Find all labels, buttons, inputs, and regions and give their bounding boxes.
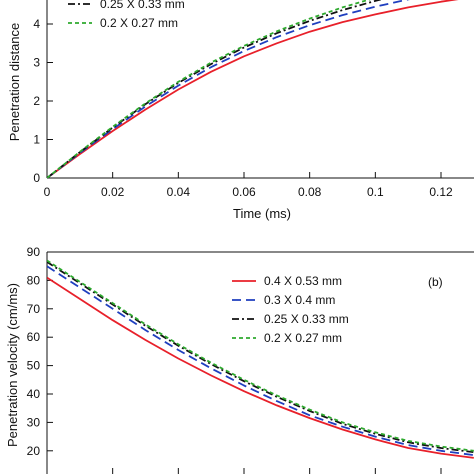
panel-b-y-tick-label: 90 <box>27 245 41 259</box>
panel-b-legend-label: 0.3 X 0.4 mm <box>264 293 335 307</box>
panel-b-plot-area <box>46 251 474 474</box>
panel-a-y-tick-label: 4 <box>33 17 40 31</box>
panel-b-legend-label: 0.2 X 0.27 mm <box>264 331 342 345</box>
panel-b-y-tick-label: 20 <box>27 444 41 458</box>
panel-a-y-tick-label: 2 <box>33 94 40 108</box>
panel-a-series <box>47 0 459 178</box>
panel-b-legend-label: 0.4 X 0.53 mm <box>264 274 342 288</box>
panel-a-penetration-distance: 0 0.02 0.04 0.06 0.08 0.1 0.12 0 1 2 3 4 Time (ms)… <box>7 0 474 221</box>
panel-b-y-tick-label: 60 <box>27 330 41 344</box>
panel-a-x-tick-label: 0.12 <box>429 185 453 199</box>
panel-b-y-axis-label: Penetration velocity (cm/ms) <box>5 283 20 447</box>
panel-b-penetration-velocity: 20 30 40 50 60 70 80 90 Penetration velocity (c… <box>5 245 474 474</box>
panel-a-plot-area <box>46 0 474 179</box>
panel-a-y-ticks: 0 1 2 3 4 <box>33 17 53 185</box>
panel-a-x-tick-label: 0.08 <box>298 185 322 199</box>
panel-a-series-line <box>47 0 459 178</box>
panel-b-legend: 0.4 X 0.53 mm 0.3 X 0.4 mm 0.25 X 0.33 mm 0… <box>232 274 349 345</box>
panel-b-series-line <box>47 261 474 454</box>
panel-a-y-tick-label: 1 <box>33 133 40 147</box>
panel-a-x-tick-label: 0.02 <box>101 185 125 199</box>
panel-a-x-tick-label: 0 <box>44 185 51 199</box>
panel-b-legend-label: 0.25 X 0.33 mm <box>264 312 349 326</box>
panel-a-x-tick-label: 0.04 <box>167 185 191 199</box>
panel-b-y-tick-label: 50 <box>27 359 41 373</box>
panel-b-series-line <box>47 265 474 456</box>
panel-b-series-line <box>47 259 474 452</box>
panel-a-legend-label: 0.2 X 0.27 mm <box>100 16 178 30</box>
panel-b-tag: (b) <box>428 275 443 289</box>
panel-b-y-tick-label: 30 <box>27 415 41 429</box>
panel-b-y-tick-label: 70 <box>27 302 41 316</box>
panel-a-x-axis-label: Time (ms) <box>233 206 291 221</box>
panel-a-x-tick-label: 0.1 <box>367 185 384 199</box>
panel-a-y-tick-label: 0 <box>33 171 40 185</box>
panel-a-legend: 0.25 X 0.33 mm 0.2 X 0.27 mm <box>68 0 185 30</box>
panel-a-series-line <box>47 0 383 178</box>
panel-a-y-axis-label: Penetration distance <box>7 23 22 142</box>
panel-a-x-ticks: 0 0.02 0.04 0.06 0.08 0.1 0.12 <box>44 172 453 199</box>
panel-a-y-tick-label: 3 <box>33 56 40 70</box>
panel-a-x-tick-label: 0.06 <box>232 185 256 199</box>
panel-b-y-tick-label: 40 <box>27 387 41 401</box>
panel-b-series <box>47 259 474 459</box>
panel-a-legend-label: 0.25 X 0.33 mm <box>100 0 185 11</box>
panel-b-y-ticks: 20 30 40 50 60 70 80 90 <box>27 245 442 474</box>
panel-b-y-tick-label: 80 <box>27 273 41 287</box>
panel-a-series-line <box>47 0 371 178</box>
panel-b-series-line <box>47 276 474 459</box>
